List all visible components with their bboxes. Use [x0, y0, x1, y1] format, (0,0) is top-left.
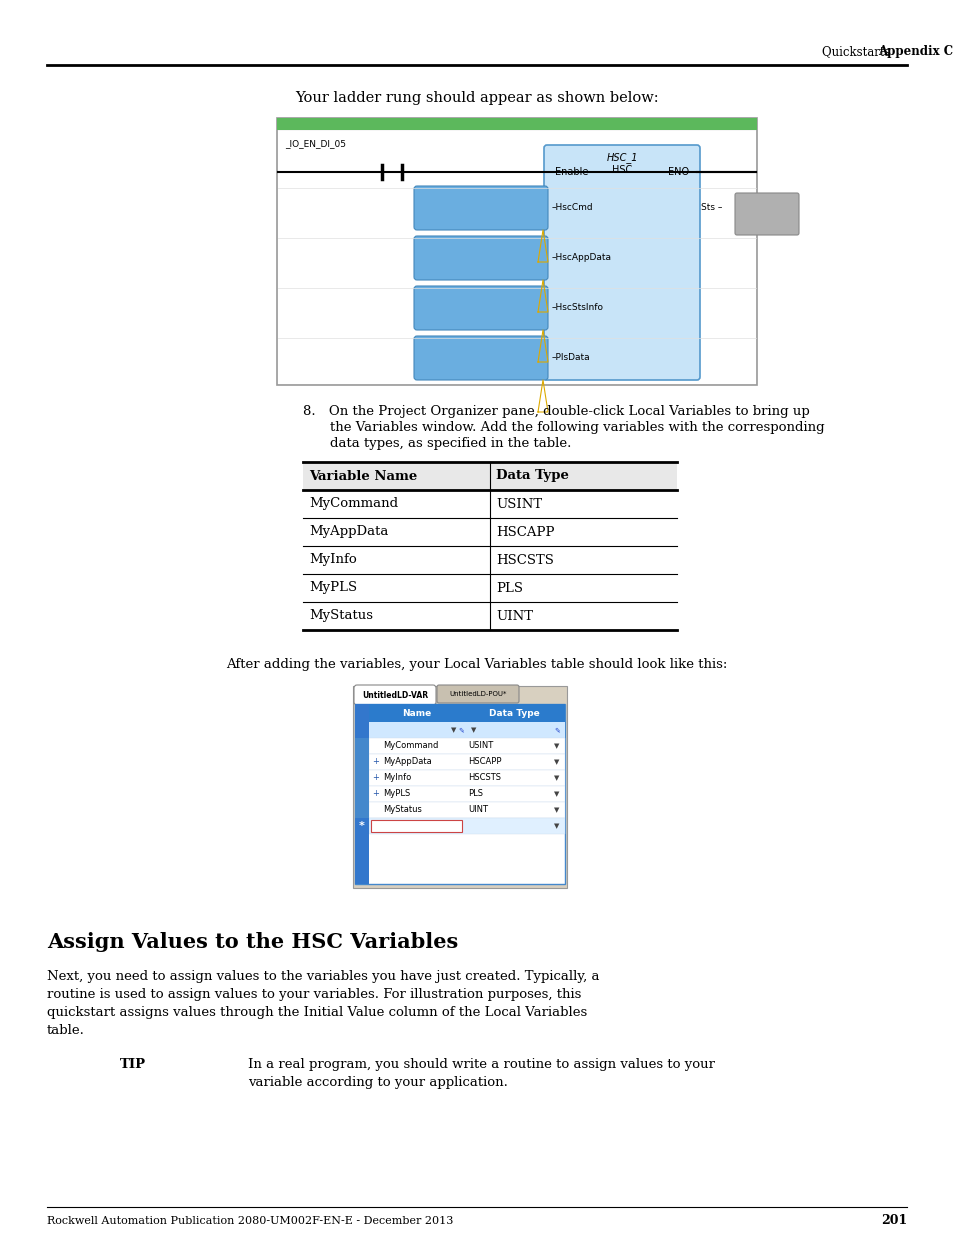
Bar: [369, 739, 564, 755]
Text: HSC_1: HSC_1: [605, 153, 638, 163]
Text: USINT: USINT: [468, 741, 493, 751]
Text: Assign Values to the HSC Variables: Assign Values to the HSC Variables: [47, 932, 457, 952]
Text: ▼: ▼: [554, 743, 559, 748]
Text: –HscAppData: –HscAppData: [552, 253, 612, 263]
Text: UntitledLD-VAR: UntitledLD-VAR: [361, 690, 428, 699]
Text: HSCSTS: HSCSTS: [468, 773, 500, 783]
Bar: [369, 722, 564, 739]
Bar: [355, 704, 564, 884]
FancyBboxPatch shape: [414, 186, 547, 230]
Text: HSCAPP: HSCAPP: [468, 757, 501, 767]
Text: HSC: HSC: [611, 165, 632, 175]
Text: After adding the variables, your Local Variables table should look like this:: After adding the variables, your Local V…: [226, 658, 727, 671]
Text: ▼: ▼: [554, 760, 559, 764]
Bar: [355, 755, 369, 769]
FancyBboxPatch shape: [414, 336, 547, 380]
Text: In a real program, you should write a routine to assign values to your
variable : In a real program, you should write a ro…: [248, 1058, 714, 1089]
Text: ▼: ▼: [451, 727, 456, 734]
Bar: [276, 119, 757, 385]
Bar: [353, 685, 566, 888]
Text: Variable Name: Variable Name: [309, 469, 416, 483]
Text: MyStatus: MyStatus: [309, 610, 373, 622]
FancyBboxPatch shape: [543, 144, 700, 380]
Text: Enable: Enable: [555, 167, 588, 177]
Text: MyPLS: MyPLS: [309, 582, 356, 594]
Text: Appendix C: Appendix C: [877, 46, 952, 58]
Text: MyStatus: MyStatus: [382, 805, 421, 815]
Text: UINT: UINT: [496, 610, 533, 622]
Text: MyPLS: MyPLS: [382, 789, 410, 799]
Text: Data Type: Data Type: [489, 709, 539, 718]
Text: PLS: PLS: [468, 789, 482, 799]
Text: 8.  On the Project Organizer pane, double-click Local Variables to bring up: 8. On the Project Organizer pane, double…: [303, 405, 809, 417]
Text: MyAppData: MyAppData: [309, 526, 388, 538]
Bar: [355, 818, 369, 834]
Text: +: +: [372, 789, 378, 799]
Text: ▼: ▼: [554, 790, 559, 797]
Bar: [369, 785, 564, 802]
Text: ▼: ▼: [471, 727, 476, 734]
Bar: [355, 802, 369, 818]
Text: –HscStsInfo: –HscStsInfo: [552, 304, 603, 312]
Text: _IO_EN_DI_05: _IO_EN_DI_05: [285, 140, 346, 148]
Text: the Variables window. Add the following variables with the corresponding: the Variables window. Add the following …: [330, 421, 823, 433]
Text: USINT: USINT: [496, 498, 541, 510]
Text: –PlsData: –PlsData: [552, 353, 590, 363]
Text: Rockwell Automation Publication 2080-UM002F-EN-E - December 2013: Rockwell Automation Publication 2080-UM0…: [47, 1216, 453, 1226]
Text: +: +: [372, 773, 378, 783]
Bar: [371, 820, 461, 832]
Text: Data Type: Data Type: [496, 469, 568, 483]
Text: PLS: PLS: [496, 582, 522, 594]
Text: –HscCmd: –HscCmd: [552, 204, 593, 212]
Text: *: *: [358, 821, 365, 831]
Text: ▼: ▼: [554, 776, 559, 781]
Text: TIP: TIP: [120, 1058, 146, 1071]
FancyBboxPatch shape: [436, 685, 518, 703]
Bar: [355, 785, 369, 802]
Text: ✎: ✎: [457, 727, 463, 734]
Bar: [369, 769, 564, 785]
Bar: [355, 739, 369, 755]
FancyBboxPatch shape: [414, 287, 547, 330]
Bar: [355, 769, 369, 785]
Text: ✎: ✎: [554, 727, 559, 734]
Bar: [303, 462, 677, 490]
Bar: [355, 704, 369, 884]
FancyBboxPatch shape: [734, 193, 799, 235]
Text: ▼: ▼: [554, 806, 559, 813]
Text: data types, as specified in the table.: data types, as specified in the table.: [330, 437, 571, 450]
Bar: [369, 755, 564, 769]
Text: HSCSTS: HSCSTS: [496, 553, 554, 567]
Text: UntitledLD-POU*: UntitledLD-POU*: [449, 692, 506, 697]
Text: MyCommand: MyCommand: [309, 498, 397, 510]
Text: Your ladder rung should appear as shown below:: Your ladder rung should appear as shown …: [294, 91, 659, 105]
Text: MyCommand: MyCommand: [382, 741, 438, 751]
Text: MyInfo: MyInfo: [382, 773, 411, 783]
Text: +: +: [372, 757, 378, 767]
Text: MyInfo: MyInfo: [309, 553, 356, 567]
FancyBboxPatch shape: [354, 685, 436, 705]
FancyBboxPatch shape: [414, 236, 547, 280]
Text: ENO: ENO: [667, 167, 688, 177]
Bar: [276, 119, 757, 130]
Text: HSCAPP: HSCAPP: [496, 526, 554, 538]
Text: Name: Name: [401, 709, 431, 718]
Text: UINT: UINT: [468, 805, 488, 815]
Bar: [277, 131, 755, 384]
Text: ▼: ▼: [554, 823, 559, 829]
Text: Quickstarts: Quickstarts: [821, 46, 893, 58]
Bar: [369, 704, 564, 722]
Text: MyAppData: MyAppData: [382, 757, 432, 767]
Text: Next, you need to assign values to the variables you have just created. Typicall: Next, you need to assign values to the v…: [47, 969, 598, 1037]
Bar: [369, 802, 564, 818]
Text: Sts –: Sts –: [700, 204, 721, 212]
Bar: [369, 818, 564, 834]
Text: 201: 201: [880, 1214, 906, 1228]
